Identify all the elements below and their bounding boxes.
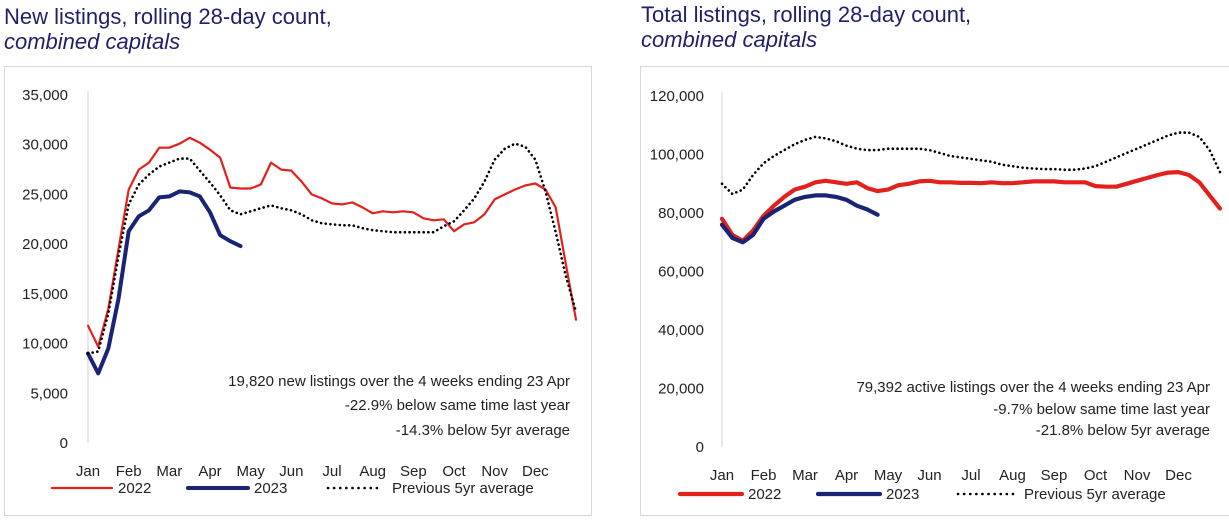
left-y-tick-label: 5,000: [30, 385, 68, 402]
left-x-tick-label: Sep: [400, 463, 427, 480]
right-annotation-line: -21.8% below 5yr average: [1036, 422, 1210, 439]
left-legend-label-2023: 2023: [254, 480, 287, 497]
left-x-tick-label: Apr: [198, 463, 221, 480]
right-chart-subtitle: combined capitals: [641, 27, 818, 52]
new-listings-chart-frame: [4, 66, 592, 516]
left-y-tick-label: 35,000: [22, 87, 68, 104]
left-series-previous-5yr-average-line: [86, 142, 578, 355]
left-x-tick-label: Dec: [522, 463, 549, 480]
right-y-tick-label: 120,000: [650, 88, 704, 105]
right-x-tick-label: Nov: [1124, 467, 1151, 484]
right-x-tick-label: May: [874, 467, 903, 484]
left-annotation-line: -22.9% below same time last year: [345, 397, 570, 414]
right-annotation-line: 79,392 active listings over the 4 weeks …: [856, 379, 1210, 396]
left-y-tick-label: 10,000: [22, 336, 68, 353]
right-y-tick-label: 60,000: [658, 264, 704, 281]
left-annotation-line: -14.3% below 5yr average: [396, 422, 570, 439]
right-chart-title-line1: Total listings, rolling 28-day count,: [641, 2, 972, 27]
left-x-tick-label: Jun: [279, 463, 303, 480]
right-x-tick-label: Apr: [835, 467, 858, 484]
left-x-tick-label: Aug: [359, 463, 386, 480]
right-x-tick-label: Jan: [710, 467, 734, 484]
left-y-tick-label: 15,000: [22, 286, 68, 303]
right-legend-label-previous-5yr-average: Previous 5yr average: [1024, 486, 1166, 503]
left-legend-label-previous-5yr-average: Previous 5yr average: [392, 480, 534, 497]
right-annotation-line: -9.7% below same time last year: [993, 401, 1210, 418]
right-y-tick-label: 100,000: [650, 147, 704, 164]
right-series-previous-5yr-average-line: [720, 131, 1222, 196]
right-x-tick-label: Jun: [917, 467, 941, 484]
left-x-tick-label: Mar: [156, 463, 182, 480]
left-y-tick-label: 25,000: [22, 186, 68, 203]
right-x-tick-label: Feb: [751, 467, 777, 484]
right-x-tick-label: Jul: [961, 467, 980, 484]
left-y-tick-label: 0: [60, 435, 68, 452]
left-x-tick-label: Feb: [116, 463, 142, 480]
left-x-tick-label: May: [236, 463, 265, 480]
left-chart-title: New listings, rolling 28-day count, comb…: [4, 4, 332, 54]
right-y-tick-label: 0: [696, 439, 704, 456]
right-legend-label-2022: 2022: [748, 486, 781, 503]
left-chart-title-line1: New listings, rolling 28-day count,: [4, 4, 332, 29]
left-legend-label-2022: 2022: [118, 480, 151, 497]
left-chart-subtitle: combined capitals: [4, 29, 181, 54]
left-x-tick-label: Nov: [481, 463, 508, 480]
left-series-2023-line: [86, 189, 243, 376]
right-x-tick-label: Mar: [792, 467, 818, 484]
left-annotation-line: 19,820 new listings over the 4 weeks end…: [228, 373, 570, 390]
right-series-2023-line: [719, 193, 880, 245]
right-y-tick-label: 80,000: [658, 205, 704, 222]
left-y-tick-label: 20,000: [22, 236, 68, 253]
right-series-2022-line: [719, 170, 1223, 243]
left-y-tick-label: 30,000: [22, 137, 68, 154]
left-series-2022-line: [86, 136, 578, 348]
total-listings-chart-frame: [640, 66, 1229, 516]
right-x-tick-label: Sep: [1041, 467, 1068, 484]
left-x-tick-label: Oct: [442, 463, 466, 480]
right-x-tick-label: Aug: [999, 467, 1026, 484]
left-x-tick-label: Jan: [76, 463, 100, 480]
right-y-tick-label: 20,000: [658, 381, 704, 398]
right-legend-label-2023: 2023: [886, 486, 919, 503]
right-x-tick-label: Dec: [1165, 467, 1192, 484]
right-x-tick-label: Oct: [1084, 467, 1108, 484]
left-x-tick-label: Jul: [322, 463, 341, 480]
right-chart-title: Total listings, rolling 28-day count, co…: [641, 2, 971, 52]
right-y-tick-label: 40,000: [658, 322, 704, 339]
